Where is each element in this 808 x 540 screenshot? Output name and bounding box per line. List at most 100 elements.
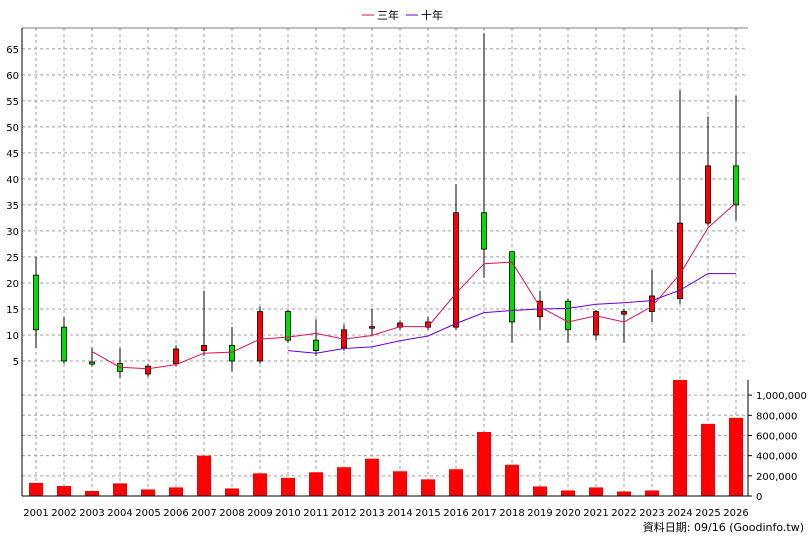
x-tick-label: 2020 bbox=[555, 508, 580, 519]
axes: 51015202530354045505560650200,000400,000… bbox=[6, 27, 807, 519]
volume-bar bbox=[645, 490, 659, 496]
volume-bar bbox=[589, 487, 603, 496]
volume-bar bbox=[421, 479, 435, 496]
legend-label-ten-year: 十年 bbox=[421, 8, 443, 22]
x-tick-label: 2010 bbox=[275, 508, 300, 519]
volume-tick-label: 0 bbox=[756, 492, 762, 503]
volume-bar bbox=[561, 490, 575, 496]
x-tick-label: 2017 bbox=[471, 508, 496, 519]
volume-bar bbox=[449, 469, 463, 496]
x-tick-label: 2014 bbox=[387, 508, 412, 519]
x-tick-label: 2025 bbox=[695, 508, 720, 519]
volume-bar bbox=[169, 487, 183, 496]
volume-bar bbox=[617, 491, 631, 496]
volume-tick-label: 400,000 bbox=[756, 452, 797, 463]
volume-bar bbox=[197, 455, 211, 496]
source-note: 資料日期: 09/16 (Goodinfo.tw) bbox=[643, 520, 804, 534]
volume-bar bbox=[365, 458, 379, 496]
price-tick-label: 60 bbox=[6, 71, 19, 82]
price-tick-label: 50 bbox=[6, 123, 19, 134]
candle-body bbox=[313, 339, 319, 351]
candle-body bbox=[621, 311, 627, 315]
x-tick-label: 2021 bbox=[583, 508, 608, 519]
line-three-year bbox=[91, 202, 737, 370]
volume-tick-label: 800,000 bbox=[756, 411, 797, 422]
volume-panel bbox=[29, 380, 743, 496]
candle-body bbox=[677, 222, 683, 299]
volume-bar bbox=[477, 431, 491, 496]
legend-label-three-year: 三年 bbox=[377, 8, 399, 22]
grid bbox=[22, 28, 748, 496]
volume-bar bbox=[673, 380, 687, 496]
price-tick-label: 40 bbox=[6, 175, 19, 186]
volume-tick-label: 1,000,000 bbox=[756, 391, 807, 402]
x-tick-label: 2007 bbox=[191, 508, 216, 519]
x-tick-label: 2008 bbox=[219, 508, 244, 519]
candle-body bbox=[61, 326, 67, 362]
candle-body bbox=[481, 212, 487, 250]
candle-body bbox=[705, 165, 711, 224]
candle-body bbox=[397, 322, 403, 328]
volume-tick-label: 200,000 bbox=[756, 472, 797, 483]
volume-bar bbox=[85, 490, 99, 496]
price-tick-label: 5 bbox=[13, 357, 19, 368]
x-tick-label: 2018 bbox=[499, 508, 524, 519]
candle-body bbox=[285, 311, 291, 341]
volume-bar bbox=[729, 417, 743, 496]
x-tick-label: 2009 bbox=[247, 508, 272, 519]
volume-bar bbox=[701, 423, 715, 496]
price-tick-label: 45 bbox=[6, 149, 19, 160]
volume-bar bbox=[29, 482, 43, 496]
price-tick-label: 55 bbox=[6, 97, 19, 108]
volume-bar bbox=[393, 471, 407, 496]
price-panel bbox=[33, 33, 739, 378]
volume-bar bbox=[57, 485, 71, 496]
volume-bar bbox=[533, 486, 547, 496]
candle-body bbox=[145, 365, 151, 375]
x-tick-label: 2016 bbox=[443, 508, 468, 519]
candle-body bbox=[425, 321, 431, 328]
candle-body bbox=[369, 326, 375, 329]
candle-body bbox=[89, 361, 95, 365]
candle-body bbox=[733, 165, 739, 206]
x-tick-label: 2005 bbox=[135, 508, 160, 519]
x-tick-label: 2024 bbox=[667, 508, 692, 519]
candle-body bbox=[173, 348, 179, 364]
x-tick-label: 2015 bbox=[415, 508, 440, 519]
legend: 三年 十年 bbox=[362, 8, 443, 22]
volume-tick-label: 600,000 bbox=[756, 431, 797, 442]
price-tick-label: 20 bbox=[6, 279, 19, 290]
price-tick-label: 25 bbox=[6, 253, 19, 264]
candle-body bbox=[257, 311, 263, 362]
x-tick-label: 2013 bbox=[359, 508, 384, 519]
candle-body bbox=[453, 212, 459, 328]
volume-bar bbox=[113, 483, 127, 496]
candle-body bbox=[33, 274, 39, 331]
volume-bar bbox=[281, 477, 295, 496]
price-tick-label: 65 bbox=[6, 45, 19, 56]
candle-body bbox=[229, 344, 235, 362]
volume-bar bbox=[253, 473, 267, 496]
x-tick-label: 2003 bbox=[79, 508, 104, 519]
x-tick-label: 2002 bbox=[51, 508, 76, 519]
x-tick-label: 2026 bbox=[723, 508, 748, 519]
volume-bar bbox=[225, 488, 239, 496]
candle-body bbox=[509, 251, 515, 323]
x-tick-label: 2012 bbox=[331, 508, 356, 519]
candle-body bbox=[593, 311, 599, 336]
price-tick-label: 30 bbox=[6, 227, 19, 238]
x-tick-label: 2004 bbox=[107, 508, 132, 519]
x-tick-label: 2022 bbox=[611, 508, 636, 519]
price-tick-label: 35 bbox=[6, 201, 19, 212]
volume-bar bbox=[505, 464, 519, 496]
x-tick-label: 2019 bbox=[527, 508, 552, 519]
volume-bar bbox=[309, 472, 323, 496]
price-tick-label: 15 bbox=[6, 305, 19, 316]
x-tick-label: 2006 bbox=[163, 508, 188, 519]
x-tick-label: 2001 bbox=[23, 508, 48, 519]
line-ten-year bbox=[287, 273, 736, 354]
candle-body bbox=[565, 300, 571, 331]
volume-bar bbox=[337, 467, 351, 496]
